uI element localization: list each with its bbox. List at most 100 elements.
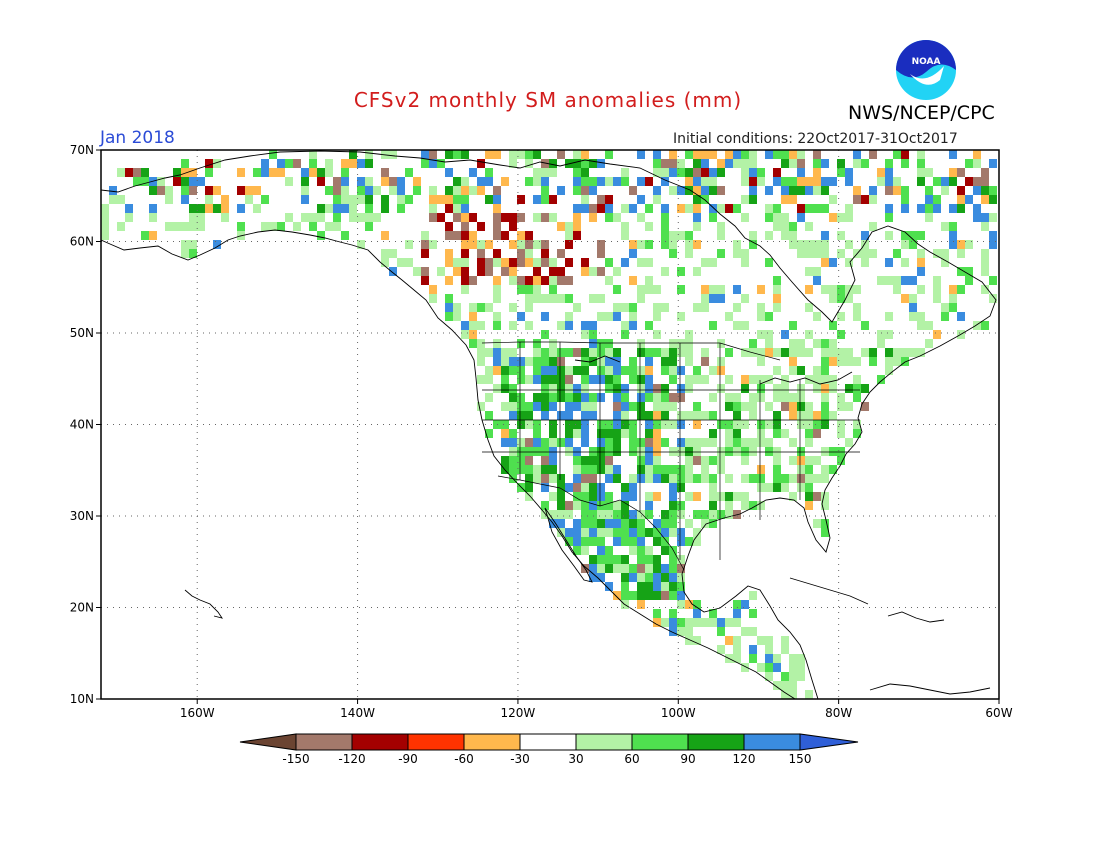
anomaly-cell	[693, 636, 701, 645]
anomaly-cell	[765, 213, 773, 222]
anomaly-cell	[653, 582, 661, 591]
anomaly-cell	[781, 384, 789, 393]
anomaly-cell	[541, 501, 549, 510]
anomaly-cell	[581, 267, 589, 276]
anomaly-cell	[661, 591, 669, 600]
anomaly-cell	[501, 213, 509, 222]
anomaly-cell	[765, 258, 773, 267]
anomaly-cell	[773, 366, 781, 375]
anomaly-cell	[741, 492, 749, 501]
anomaly-cell	[189, 213, 197, 222]
anomaly-cell	[893, 177, 901, 186]
anomaly-cell	[533, 276, 541, 285]
anomaly-cell	[669, 483, 677, 492]
anomaly-cell	[869, 357, 877, 366]
colorbar-swatch	[575, 733, 633, 751]
anomaly-cell	[573, 204, 581, 213]
anomaly-cell	[493, 339, 501, 348]
anomaly-cell	[637, 366, 645, 375]
anomaly-cell	[197, 222, 205, 231]
anomaly-cell	[717, 384, 725, 393]
anomaly-cell	[725, 636, 733, 645]
anomaly-cell	[749, 627, 757, 636]
anomaly-cell	[637, 213, 645, 222]
anomaly-cell	[629, 447, 637, 456]
anomaly-cell	[517, 357, 525, 366]
anomaly-cell	[613, 285, 621, 294]
anomaly-cell	[469, 303, 477, 312]
anomaly-cell	[669, 366, 677, 375]
anomaly-cell	[677, 348, 685, 357]
anomaly-cell	[533, 375, 541, 384]
anomaly-cell	[653, 618, 661, 627]
anomaly-cell	[909, 312, 917, 321]
colorbar-swatch	[463, 733, 521, 751]
anomaly-cell	[853, 429, 861, 438]
anomaly-cell	[557, 357, 565, 366]
anomaly-cell	[349, 195, 357, 204]
anomaly-cell	[621, 330, 629, 339]
anomaly-cell	[677, 312, 685, 321]
anomaly-cell	[669, 591, 677, 600]
anomaly-cell	[597, 159, 605, 168]
anomaly-cell	[533, 393, 541, 402]
anomaly-cell	[781, 213, 789, 222]
anomaly-cell	[749, 447, 757, 456]
anomaly-cell	[773, 654, 781, 663]
anomaly-cell	[757, 663, 765, 672]
anomaly-cell	[557, 510, 565, 519]
anomaly-cell	[893, 357, 901, 366]
anomaly-cell	[637, 564, 645, 573]
anomaly-cell	[157, 177, 165, 186]
anomaly-cell	[653, 348, 661, 357]
anomaly-cell	[317, 168, 325, 177]
anomaly-cell	[285, 177, 293, 186]
anomaly-cell	[477, 303, 485, 312]
anomaly-cell	[533, 348, 541, 357]
anomaly-cell	[669, 564, 677, 573]
anomaly-cell	[821, 402, 829, 411]
anomaly-cell	[805, 186, 813, 195]
anomaly-cell	[693, 186, 701, 195]
anomaly-cell	[741, 375, 749, 384]
anomaly-cell	[813, 339, 821, 348]
anomaly-cell	[813, 204, 821, 213]
anomaly-cell	[541, 276, 549, 285]
anomaly-cell	[813, 159, 821, 168]
colorbar-arrow-high	[799, 733, 859, 751]
colorbar-swatch	[519, 733, 577, 751]
anomaly-cell	[773, 348, 781, 357]
anomaly-cell	[637, 339, 645, 348]
anomaly-cells	[101, 150, 997, 699]
anomaly-cell	[653, 195, 661, 204]
anomaly-cell	[853, 312, 861, 321]
anomaly-cell	[589, 339, 597, 348]
anomaly-cell	[237, 186, 245, 195]
anomaly-cell	[709, 186, 717, 195]
anomaly-cell	[765, 186, 773, 195]
anomaly-cell	[517, 393, 525, 402]
anomaly-cell	[669, 402, 677, 411]
anomaly-cell	[741, 402, 749, 411]
anomaly-cell	[957, 240, 965, 249]
anomaly-cell	[669, 231, 677, 240]
anomaly-cell	[797, 150, 805, 159]
anomaly-cell	[173, 177, 181, 186]
anomaly-cell	[669, 555, 677, 564]
anomaly-cell	[669, 375, 677, 384]
anomaly-cell	[645, 321, 653, 330]
anomaly-cell	[677, 285, 685, 294]
anomaly-cell	[701, 303, 709, 312]
anomaly-cell	[581, 330, 589, 339]
anomaly-cell	[701, 348, 709, 357]
anomaly-cell	[581, 321, 589, 330]
anomaly-cell	[717, 447, 725, 456]
lake	[574, 355, 621, 363]
anomaly-cell	[701, 375, 709, 384]
anomaly-cell	[693, 267, 701, 276]
anomaly-cell	[837, 312, 845, 321]
lon-tick-label: 60W	[985, 706, 1012, 720]
anomaly-cell	[189, 168, 197, 177]
anomaly-cell	[789, 222, 797, 231]
anomaly-cell	[669, 168, 677, 177]
